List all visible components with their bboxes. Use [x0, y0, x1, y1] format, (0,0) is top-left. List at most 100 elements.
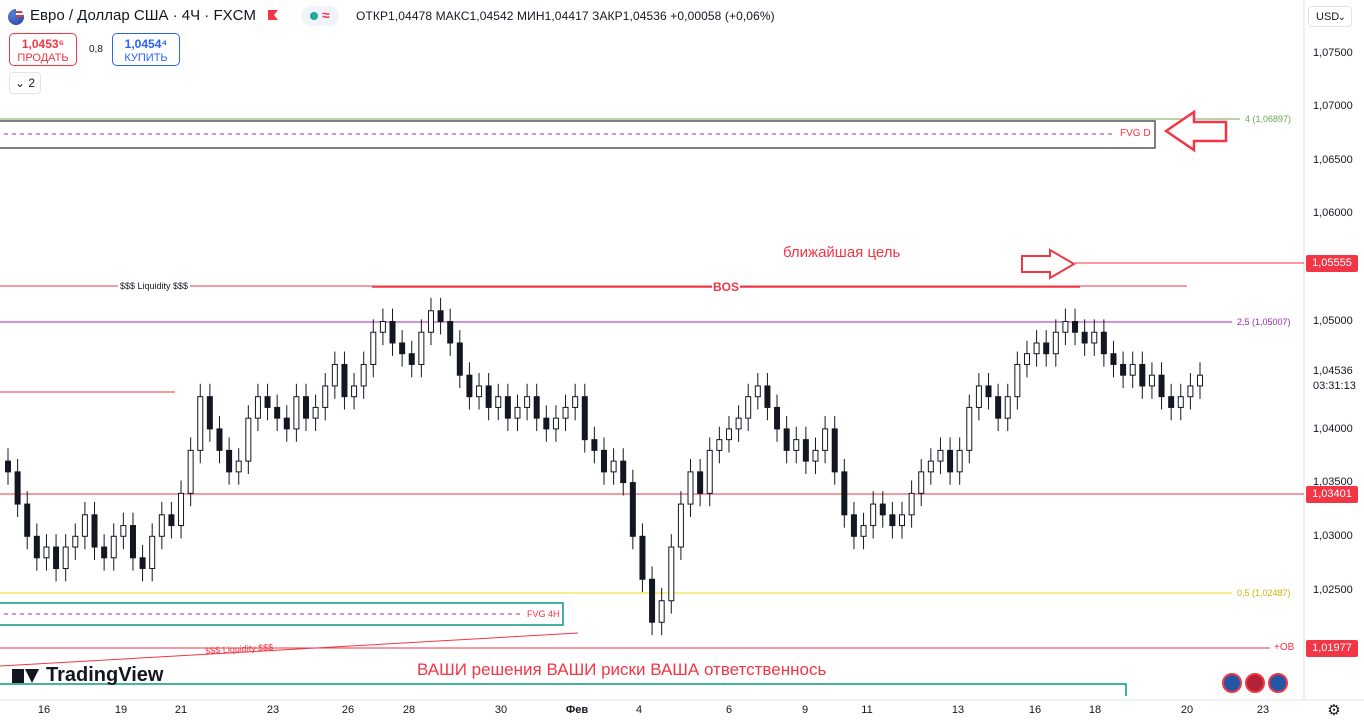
candle-up	[1187, 385, 1194, 398]
candle-up	[245, 417, 252, 462]
candle-up	[476, 385, 483, 398]
candle-down	[783, 428, 790, 451]
candle-down	[697, 471, 704, 494]
candle-down	[389, 321, 396, 344]
candle-down	[485, 385, 492, 408]
candle-down	[447, 321, 454, 344]
price-tick: 1,07500	[1313, 47, 1353, 59]
candle-down	[1139, 363, 1146, 387]
time-tick: 28	[402, 704, 416, 716]
market-status-pill[interactable]: ≈	[301, 6, 339, 26]
candle-down	[831, 428, 838, 473]
time-tick-month: Фев	[565, 704, 589, 716]
fvg-d-box	[0, 120, 1156, 149]
candle-up	[927, 460, 934, 473]
candle-up	[677, 503, 684, 548]
target-arrow-icon	[1021, 248, 1076, 280]
candle-up	[1062, 321, 1069, 333]
liquidity-top-label: $$$ Liquidity $$$	[118, 281, 191, 291]
candle-down	[1100, 331, 1107, 355]
currency-select[interactable]: USD ⌄	[1308, 6, 1352, 27]
time-tick: 4	[635, 704, 643, 716]
candle-up	[1023, 353, 1030, 365]
red-flag-icon[interactable]	[268, 10, 278, 22]
candle-up	[1014, 363, 1021, 398]
price-tag-103401[interactable]: 1,03401	[1306, 486, 1358, 503]
candle-down	[226, 449, 233, 473]
indicators-collapse-button[interactable]: ⌄ 2	[9, 72, 41, 94]
fvg-arrow-icon	[1163, 109, 1228, 153]
candle-up	[1177, 396, 1184, 408]
time-tick: 20	[1180, 704, 1194, 716]
time-tick: 23	[1256, 704, 1270, 716]
candle-up	[360, 363, 367, 387]
candle-down	[764, 385, 771, 408]
fvg-d-label: FVG D	[1120, 128, 1151, 139]
candle-up	[918, 471, 925, 494]
gear-icon[interactable]: ⚙	[1327, 702, 1341, 719]
market-open-dot-icon	[310, 12, 318, 20]
candle-down	[341, 363, 348, 398]
price-tick: 1,03500	[1313, 476, 1353, 488]
eu-flag-icon[interactable]	[1268, 673, 1288, 693]
buy-price: 1,0454⁴	[124, 37, 168, 51]
usd-flag-icon[interactable]	[1245, 673, 1265, 693]
time-tick: 19	[114, 704, 128, 716]
currency-label: USD	[1316, 11, 1340, 23]
candle-down	[774, 406, 781, 430]
candle-up	[908, 492, 915, 516]
candle-down	[985, 385, 992, 398]
sell-label: ПРОДАТЬ	[17, 52, 69, 64]
candle-down	[889, 514, 896, 527]
eur-flag-icon[interactable]	[1222, 673, 1242, 693]
candle-up	[812, 449, 819, 462]
candle-up	[562, 406, 569, 419]
candle-down	[53, 546, 60, 570]
sell-button[interactable]: 1,0453⁶ ПРОДАТЬ	[9, 33, 77, 66]
candle-down	[408, 353, 415, 365]
time-tick: 16	[37, 704, 51, 716]
candle-up	[725, 428, 732, 441]
candle-up	[716, 439, 723, 451]
buy-button[interactable]: 1,0454⁴ КУПИТЬ	[112, 33, 180, 66]
candle-up	[178, 492, 185, 527]
candle-up	[552, 417, 559, 430]
price-tag-target[interactable]: 1,05555	[1306, 255, 1358, 272]
candle-down	[879, 503, 886, 516]
candle-up	[706, 449, 713, 494]
candle-down	[168, 514, 175, 527]
candle-up	[331, 363, 338, 387]
time-tick: 6	[725, 704, 733, 716]
candle-up	[293, 396, 300, 430]
tradingview-logo-icon	[12, 668, 40, 683]
time-tick: 9	[801, 704, 809, 716]
candle-up	[379, 321, 386, 333]
candle-up	[62, 546, 69, 570]
time-tick: 26	[341, 704, 355, 716]
candle-up	[120, 525, 127, 537]
candle-down	[139, 557, 146, 570]
candle-up	[149, 535, 156, 570]
candle-up	[235, 460, 242, 473]
candle-up	[351, 385, 358, 398]
symbol-title[interactable]: Евро / Доллар США · 4Ч · FXCM	[30, 7, 256, 24]
time-tick: 21	[174, 704, 188, 716]
chevron-down-icon: ⌄	[14, 76, 26, 90]
price-tag-ob[interactable]: 1,01977	[1306, 640, 1358, 657]
time-tick: 23	[266, 704, 280, 716]
candle-up	[793, 439, 800, 451]
candle-up	[312, 406, 319, 419]
time-tick: 11	[861, 704, 873, 716]
candle-down	[437, 310, 444, 323]
candle-down	[101, 546, 108, 559]
candle-up	[1052, 331, 1059, 355]
candle-up	[427, 310, 434, 333]
candle-up	[322, 385, 329, 408]
candle-up	[187, 449, 194, 494]
fvg-4h-label: FVG 4H	[527, 609, 560, 619]
candle-up	[956, 449, 963, 473]
candle-up	[110, 535, 117, 559]
candle-up	[1091, 331, 1098, 344]
price-tick: 1,04000	[1313, 423, 1353, 435]
